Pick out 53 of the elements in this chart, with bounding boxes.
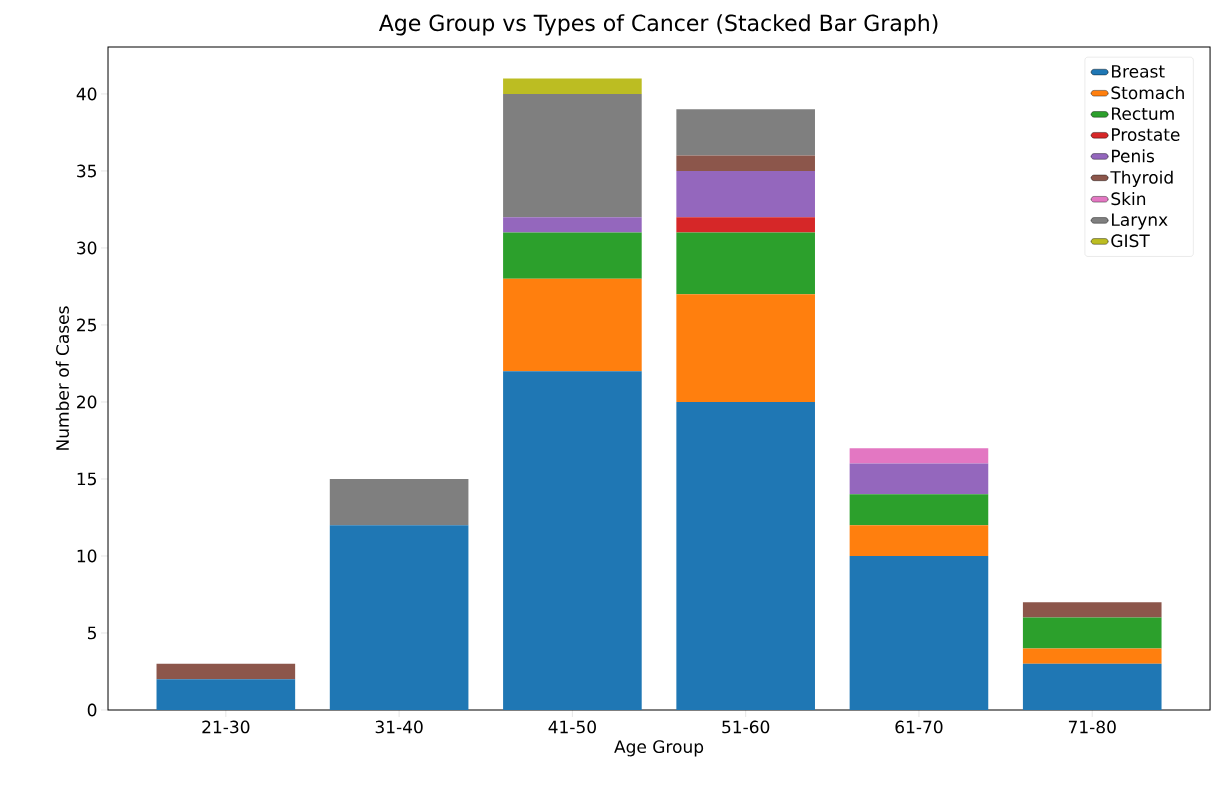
x-tick-label: 71-80	[1068, 720, 1116, 734]
y-tick-label: 40	[76, 87, 97, 101]
bar	[1022, 617, 1162, 649]
y-tick-label: 25	[77, 318, 96, 332]
y-tick-label: 20	[77, 395, 97, 409]
bar	[1022, 648, 1162, 664]
legend-label: Thyroid	[1110, 170, 1173, 188]
bar	[676, 155, 815, 171]
x-tick-label: 61-70	[895, 720, 943, 734]
bar	[676, 401, 815, 710]
bar	[156, 679, 296, 710]
bar	[849, 494, 989, 526]
bar	[503, 371, 642, 710]
y-tick-label: 15	[77, 472, 96, 486]
y-tick-label: 35	[77, 164, 96, 178]
bar	[1022, 663, 1162, 710]
legend-label: Rectum	[1112, 107, 1174, 121]
bar	[676, 217, 815, 233]
y-tick-label: 30	[77, 241, 97, 255]
legend-label: GIST	[1111, 234, 1150, 248]
bar	[503, 78, 642, 94]
bar	[849, 448, 989, 464]
y-tick-label: 10	[77, 549, 97, 563]
bar	[849, 525, 989, 556]
bar	[329, 478, 469, 526]
legend-label: Penis	[1112, 149, 1155, 163]
bar	[676, 294, 815, 402]
x-axis-title: Age Group	[614, 740, 704, 757]
bar	[676, 109, 815, 156]
bar	[503, 93, 642, 218]
bar	[676, 232, 815, 295]
bar	[156, 663, 296, 680]
chart-title: Age Group vs Types of Cancer (Stacked Bar Graph)	[378, 14, 938, 36]
bar	[676, 170, 815, 218]
bar	[503, 217, 642, 233]
legend-label: Skin	[1111, 192, 1146, 206]
bar	[503, 278, 642, 372]
y-tick-label: 5	[87, 626, 96, 640]
bar	[849, 463, 989, 495]
y-tick-label: 0	[87, 703, 97, 717]
x-tick-label: 51-60	[722, 720, 770, 734]
bar	[1022, 602, 1162, 618]
x-tick-label: 31-40	[375, 720, 423, 734]
y-axis-title: Number of Cases	[55, 306, 69, 450]
legend-label: Prostate	[1112, 128, 1180, 141]
bar	[503, 232, 642, 279]
bar	[329, 525, 469, 710]
bar	[849, 555, 989, 710]
legend-label: Breast	[1112, 65, 1165, 78]
legend-label: Stomach	[1111, 86, 1184, 100]
legend-label: Larynx	[1112, 213, 1168, 230]
x-tick-label: 41-50	[548, 720, 596, 734]
x-tick-label: 21-30	[202, 720, 250, 734]
